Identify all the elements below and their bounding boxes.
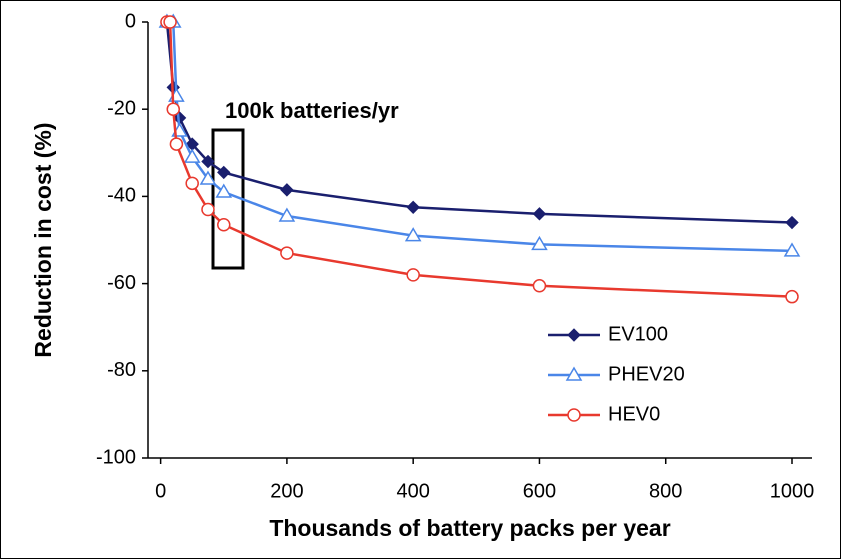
marker: [217, 217, 231, 232]
marker: [163, 15, 177, 29]
y-tick-label: -80: [107, 359, 136, 381]
marker: [406, 200, 420, 215]
legend-label: HEV0: [608, 403, 660, 425]
y-axis-title: Reduction in cost (%): [30, 122, 56, 357]
marker: [166, 102, 181, 116]
x-axis-title: Thousands of battery packs per year: [269, 515, 670, 541]
marker: [404, 227, 422, 242]
x-tick-label: 1000: [770, 480, 815, 502]
x-tick-label: 600: [523, 480, 556, 502]
legend-marker: [567, 408, 581, 422]
y-tick-label: -40: [107, 185, 136, 207]
marker: [783, 242, 801, 257]
x-tick-label: 200: [270, 480, 303, 502]
marker: [785, 215, 799, 230]
marker: [531, 235, 548, 251]
marker: [278, 207, 296, 222]
annotation-box: [211, 128, 245, 270]
y-tick-label: -20: [107, 97, 136, 119]
legend-label: PHEV20: [608, 363, 685, 385]
marker: [185, 176, 199, 191]
legend-marker: [565, 366, 583, 381]
series-line: [166, 20, 793, 253]
marker: [532, 207, 547, 221]
marker: [199, 170, 217, 185]
x-tick-label: 0: [155, 480, 166, 502]
marker: [215, 183, 233, 198]
marker: [280, 183, 294, 197]
marker: [201, 202, 215, 217]
annotation: 100k batteries/yr: [225, 98, 399, 123]
marker: [169, 137, 184, 151]
y-tick-label: -60: [107, 272, 136, 294]
marker: [406, 268, 420, 282]
marker: [183, 148, 201, 163]
marker: [217, 165, 231, 180]
x-tick-label: 800: [649, 480, 682, 502]
marker: [201, 154, 215, 169]
series-line: [166, 20, 793, 298]
x-tick-label: 400: [396, 480, 429, 502]
marker: [280, 246, 294, 260]
y-tick-label: 0: [125, 10, 136, 32]
legend-label: EV100: [608, 323, 668, 345]
y-tick-label: -100: [96, 446, 136, 468]
legend-marker: [567, 328, 581, 342]
marker: [785, 289, 799, 304]
marker: [532, 279, 547, 293]
